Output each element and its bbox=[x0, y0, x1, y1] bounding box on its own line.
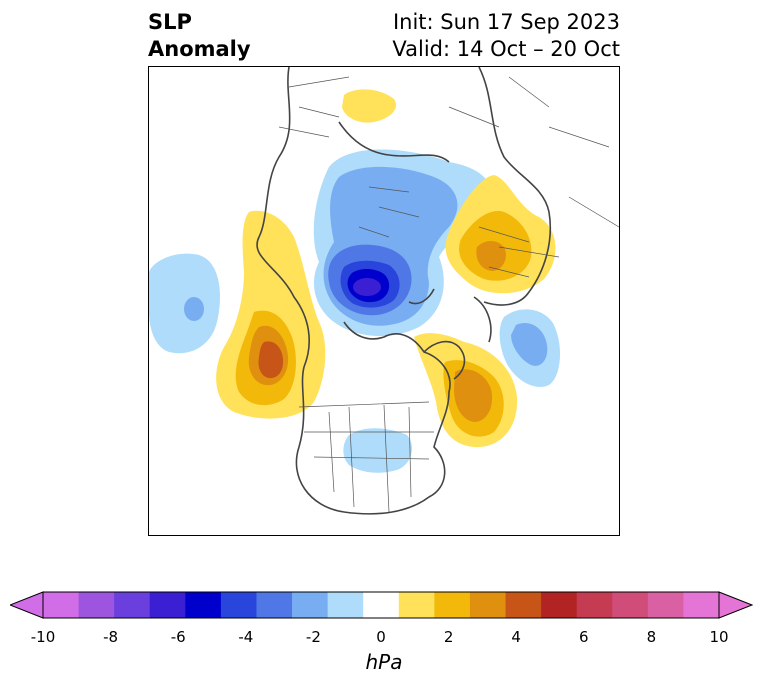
colorbar-segment bbox=[434, 592, 471, 618]
colorbar-tick-label: -2 bbox=[305, 628, 321, 646]
high-south-asia bbox=[342, 89, 397, 123]
title-line-2: Anomaly bbox=[148, 37, 251, 61]
colorbar-segment bbox=[256, 592, 293, 618]
colorbar-segment bbox=[185, 592, 222, 618]
colorbar-outline bbox=[42, 591, 720, 619]
colorbar-tick-label: 6 bbox=[579, 628, 589, 646]
high-europe-russia bbox=[445, 175, 556, 294]
colorbar-tick-label: -10 bbox=[30, 628, 56, 646]
colorbar-tick-label: 8 bbox=[646, 628, 657, 646]
map-svg bbox=[149, 67, 619, 515]
init-date: Init: Sun 17 Sep 2023 bbox=[392, 10, 620, 34]
colorbar-segment bbox=[114, 592, 151, 618]
low-central-us bbox=[343, 428, 412, 473]
colorbar-segment bbox=[505, 592, 542, 618]
coastlines bbox=[256, 67, 552, 515]
colorbar-segment bbox=[327, 592, 364, 618]
high-north-atlantic bbox=[414, 333, 518, 448]
colorbar bbox=[10, 591, 754, 619]
colorbar-segment bbox=[576, 592, 613, 618]
borders bbox=[278, 76, 619, 513]
slp-anomaly-map bbox=[148, 66, 620, 536]
colorbar-segment bbox=[220, 592, 257, 618]
colorbar-tick-label: 10 bbox=[709, 628, 729, 646]
colorbar-tick-label: -8 bbox=[103, 628, 119, 646]
colorbar-tick-label: -4 bbox=[238, 628, 254, 646]
colorbar-segment bbox=[292, 592, 329, 618]
low-north-pacific bbox=[149, 253, 220, 354]
title-line-1: SLP bbox=[148, 10, 192, 34]
colorbar-tick-label: 0 bbox=[376, 628, 386, 646]
colorbar-segment bbox=[469, 592, 507, 618]
colorbar-segment bbox=[78, 592, 115, 618]
high-gulf-of-alaska bbox=[216, 210, 326, 419]
colorbar-segment bbox=[541, 592, 578, 618]
deep-low-arctic-siberia bbox=[313, 149, 492, 337]
map-title: SLP Anomaly bbox=[148, 9, 251, 63]
colorbar-segment bbox=[149, 592, 186, 618]
colorbar-segment bbox=[43, 592, 80, 618]
colorbar-segment bbox=[647, 592, 684, 618]
colorbar-segment bbox=[363, 592, 400, 618]
colorbar-tick-label: -6 bbox=[170, 628, 186, 646]
colorbar-extend-max bbox=[718, 591, 754, 619]
valid-range: Valid: 14 Oct – 20 Oct bbox=[392, 37, 620, 61]
colorbar-segment bbox=[683, 592, 720, 618]
colorbar-unit-label: hPa bbox=[365, 650, 403, 674]
colorbar-segment bbox=[612, 592, 649, 618]
low-east bbox=[499, 309, 561, 387]
colorbar-extend-min bbox=[10, 591, 44, 619]
forecast-info: Init: Sun 17 Sep 2023 Valid: 14 Oct – 20… bbox=[392, 9, 620, 63]
colorbar-tick-label: 2 bbox=[443, 628, 454, 646]
colorbar-tick-label: 4 bbox=[511, 628, 521, 646]
colorbar-segment bbox=[398, 592, 435, 618]
